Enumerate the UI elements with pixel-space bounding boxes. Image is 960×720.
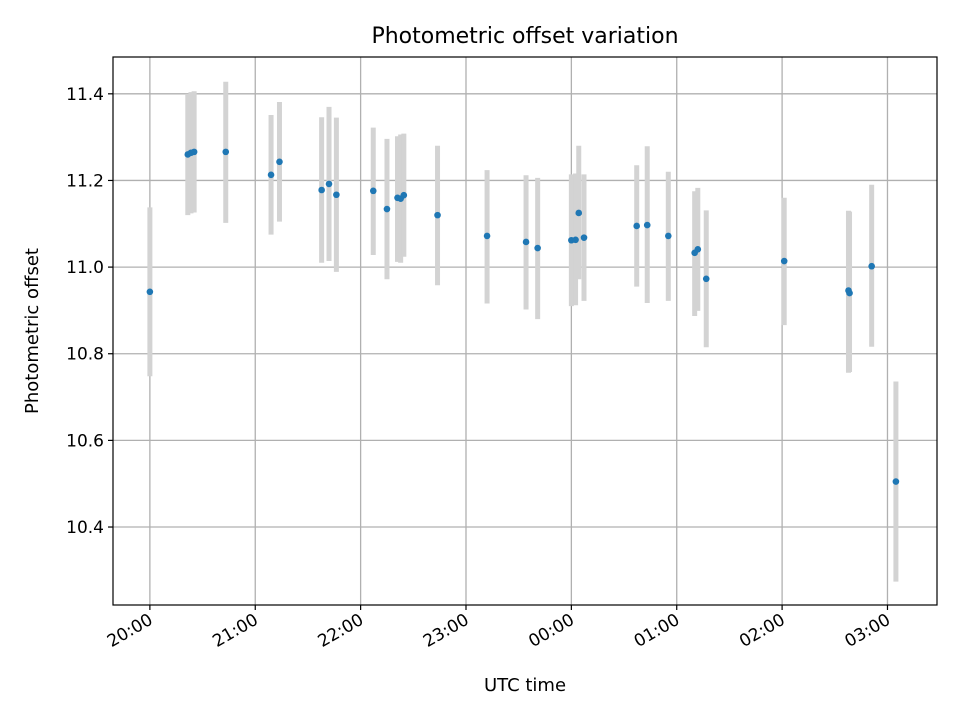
data-point [400,191,408,199]
data-point [665,232,672,240]
x-tick-label: 00:00 [525,610,577,652]
x-tick-label: 23:00 [420,610,472,652]
data-point [643,221,651,229]
data-point [575,209,583,217]
y-axis-ticks: 10.4 10.6 10.8 11.0 11.2 11.4 [66,85,113,538]
data-point [276,158,283,166]
data-point [522,238,530,246]
data-point [146,288,154,296]
data-point [580,234,588,241]
y-tick-label: 11.2 [66,171,104,191]
plot-frame [112,56,938,606]
y-tick-label: 11.4 [66,85,104,105]
x-tick-label: 22:00 [315,610,367,652]
data-point [633,222,640,230]
data-point [190,148,198,156]
data-point [383,205,391,213]
x-tick-label: 20:00 [104,610,156,652]
data-point [369,187,377,195]
grid-lines [113,57,937,605]
data-points [146,148,900,485]
data-point [534,244,541,252]
x-axis-ticks: 20:00 21:00 22:00 23:00 00:00 01:00 02:00 03:00 [104,605,894,652]
data-point [483,232,491,240]
y-tick-label: 10.8 [66,345,104,365]
data-point [846,289,853,297]
x-tick-label: 01:00 [631,610,683,652]
data-point [572,236,579,244]
x-tick-label: 21:00 [209,610,261,652]
data-point [702,275,710,283]
y-axis-label: Photometric offset [22,248,43,414]
data-point [892,478,900,485]
y-tick-label: 10.4 [66,518,104,538]
x-tick-label: 03:00 [842,610,894,652]
error-bars [147,81,899,582]
data-point [267,171,275,179]
data-point [318,186,325,194]
chart-title: Photometric offset variation [371,24,678,49]
data-point [333,191,340,199]
data-point [325,180,333,188]
data-point [780,257,788,265]
data-point [434,211,441,219]
x-tick-label: 02:00 [736,610,788,652]
x-axis-label: UTC time [484,675,566,696]
data-point [694,246,702,253]
y-tick-label: 11.0 [66,258,104,278]
data-point [868,262,875,270]
data-point [222,148,230,156]
y-tick-label: 10.6 [66,431,104,451]
